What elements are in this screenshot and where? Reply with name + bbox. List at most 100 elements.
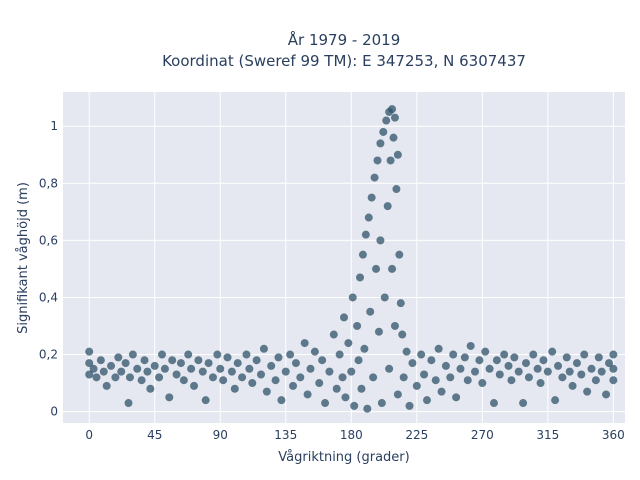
- x-tick-label: 90: [213, 428, 228, 442]
- scatter-points: [85, 105, 618, 413]
- data-point: [354, 356, 363, 365]
- data-point: [382, 116, 391, 125]
- data-point: [580, 350, 589, 359]
- data-point: [332, 384, 341, 393]
- data-point: [460, 353, 469, 362]
- data-point: [341, 393, 350, 402]
- data-point: [233, 359, 242, 368]
- data-point: [583, 387, 592, 396]
- data-point: [420, 370, 429, 379]
- data-point: [554, 361, 563, 370]
- data-point: [172, 370, 181, 379]
- data-point: [257, 370, 266, 379]
- data-point: [85, 359, 94, 368]
- data-point: [446, 373, 455, 382]
- data-point: [102, 381, 111, 390]
- data-point: [121, 359, 130, 368]
- data-point: [379, 127, 388, 136]
- data-point: [340, 313, 348, 322]
- data-point: [137, 376, 146, 385]
- data-point: [452, 393, 461, 402]
- data-point: [89, 364, 98, 373]
- data-point: [466, 341, 475, 350]
- data-point: [168, 356, 177, 365]
- data-point: [315, 379, 324, 388]
- data-point: [434, 344, 443, 353]
- y-tick-label: 1: [50, 119, 58, 133]
- data-point: [562, 353, 571, 362]
- data-point: [356, 273, 365, 282]
- data-point: [602, 390, 611, 399]
- x-tick-label: 225: [405, 428, 428, 442]
- data-point: [242, 350, 251, 359]
- data-point: [558, 373, 567, 382]
- data-point: [117, 367, 126, 376]
- data-point: [507, 376, 516, 385]
- data-point: [386, 156, 395, 165]
- data-point: [449, 350, 458, 359]
- data-point: [303, 390, 312, 399]
- data-point: [398, 330, 407, 339]
- data-point: [478, 379, 487, 388]
- data-point: [227, 367, 236, 376]
- data-point: [369, 373, 378, 382]
- data-point: [395, 250, 404, 259]
- data-point: [565, 367, 574, 376]
- data-point: [383, 202, 392, 211]
- data-point: [481, 347, 490, 356]
- data-point: [492, 356, 501, 365]
- data-point: [165, 393, 174, 402]
- data-point: [519, 399, 528, 408]
- data-point: [125, 373, 134, 382]
- data-point: [385, 364, 394, 373]
- data-point: [357, 384, 366, 393]
- data-point: [187, 364, 196, 373]
- data-point: [412, 381, 421, 390]
- data-point: [372, 264, 381, 273]
- data-point: [204, 359, 213, 368]
- data-point: [190, 381, 199, 390]
- data-point: [160, 364, 169, 373]
- data-point: [259, 344, 268, 353]
- data-point: [92, 373, 101, 382]
- data-point: [262, 387, 271, 396]
- data-point: [548, 347, 557, 356]
- data-point: [393, 150, 402, 159]
- data-point: [291, 359, 300, 368]
- data-point: [539, 356, 548, 365]
- data-point: [568, 381, 577, 390]
- data-point: [431, 376, 440, 385]
- data-point: [300, 339, 309, 348]
- data-point: [521, 359, 530, 368]
- data-point: [422, 396, 431, 405]
- data-point: [350, 401, 359, 410]
- data-point: [393, 390, 402, 399]
- data-point: [388, 264, 397, 273]
- data-point: [405, 401, 414, 410]
- x-axis-title: Vågriktning (grader): [278, 450, 409, 465]
- data-point: [389, 133, 398, 142]
- data-point: [373, 156, 382, 165]
- data-point: [427, 356, 436, 365]
- data-point: [85, 370, 94, 379]
- x-tick-label: 45: [147, 428, 162, 442]
- data-point: [594, 353, 603, 362]
- data-point: [114, 353, 123, 362]
- y-axis-title: Signifikant våghöjd (m): [16, 182, 31, 334]
- data-point: [370, 173, 379, 182]
- data-point: [376, 236, 385, 245]
- data-point: [514, 367, 523, 376]
- chart-title-line1: År 1979 - 2019: [288, 30, 401, 49]
- y-tick-label: 0,6: [39, 233, 58, 247]
- data-point: [338, 373, 347, 382]
- data-point: [353, 321, 362, 330]
- data-point: [366, 307, 375, 316]
- data-point: [286, 350, 295, 359]
- data-point: [363, 404, 372, 413]
- data-point: [374, 327, 383, 336]
- data-point: [274, 353, 283, 362]
- data-point: [399, 373, 408, 382]
- data-point: [306, 364, 315, 373]
- x-tick-label: 315: [536, 428, 559, 442]
